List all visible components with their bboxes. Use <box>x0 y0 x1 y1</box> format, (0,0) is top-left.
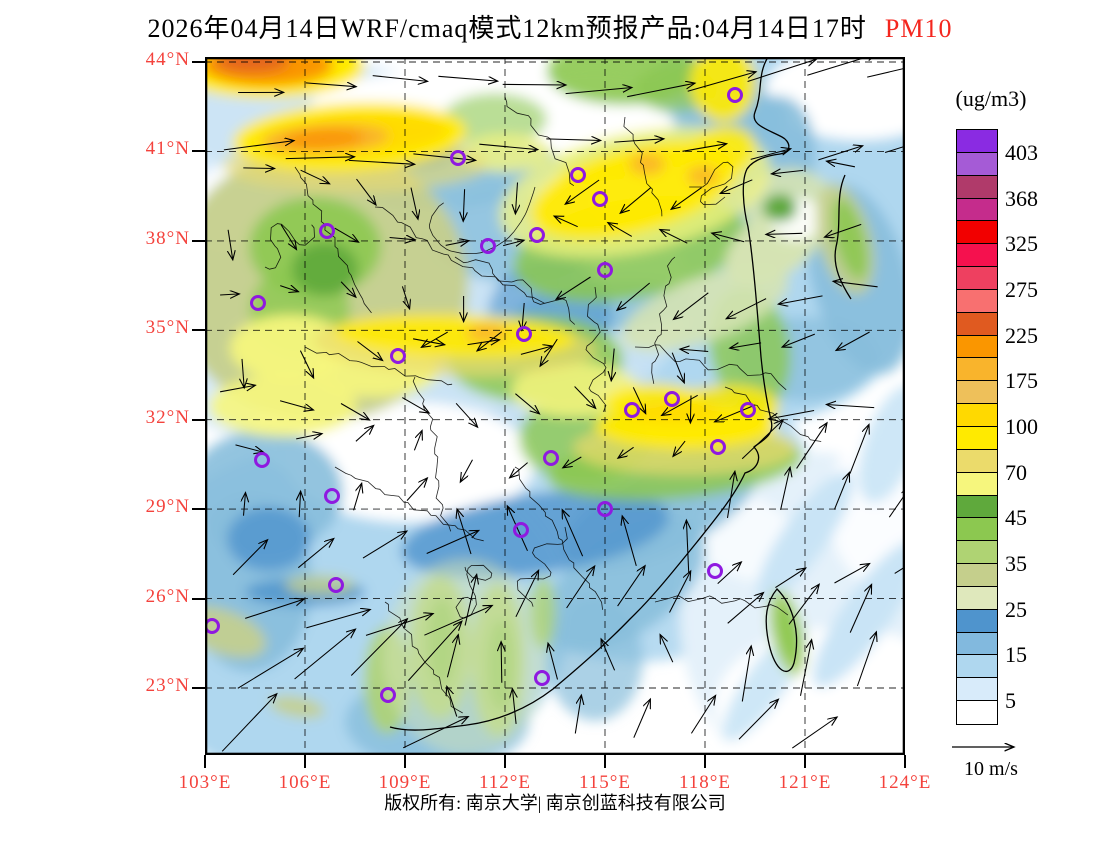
wind-scale-arrow-icon <box>952 736 1038 758</box>
legend-color-block <box>957 472 997 496</box>
y-axis-label: 32°N <box>145 406 190 428</box>
x-axis-label: 118°E <box>679 772 731 793</box>
legend-value-label: 35 <box>1005 551 1027 577</box>
x-axis-tick <box>404 755 406 768</box>
legend-value-label: 100 <box>1005 414 1038 439</box>
y-axis-tick <box>192 418 205 421</box>
page-title: 2026年04月14日WRF/cmaq模式12km预报产品:04月14日17时 P… <box>0 8 1100 45</box>
y-axis-label: 35°N <box>145 317 190 339</box>
wind-vectors <box>220 57 905 752</box>
legend-color-block <box>957 221 997 245</box>
x-axis-label: 106°E <box>278 772 332 793</box>
y-axis-label: 26°N <box>145 585 190 607</box>
color-scale-legend: (ug/m3) 403 368 325 275 225 175 100 70 45 35 25 15 5 <box>956 86 1038 725</box>
map-frame <box>204 56 906 756</box>
y-axis-label: 44°N <box>145 49 190 70</box>
x-axis-label: 112°E <box>479 772 531 793</box>
legend-value-label: 368 <box>1005 185 1038 211</box>
legend-color-block <box>957 541 997 565</box>
legend-color-block <box>957 152 997 176</box>
legend-value-label: 175 <box>1005 368 1038 394</box>
legend-color-block <box>957 678 997 702</box>
legend-color-block <box>957 130 997 153</box>
legend-color-block <box>957 358 997 382</box>
legend-color-block <box>957 426 997 450</box>
y-axis-tick <box>192 687 205 689</box>
x-axis-tick <box>504 755 506 768</box>
x-axis-label: 124°E <box>878 772 932 793</box>
x-axis-label: 115°E <box>579 772 631 793</box>
province-boundaries <box>264 96 822 714</box>
title-main: 2026年04月14日WRF/cmaq模式12km预报产品:04月14日17时 <box>147 14 867 43</box>
legend-color-block <box>957 518 997 542</box>
legend-color-block <box>957 495 997 519</box>
legend-color-block <box>957 267 997 290</box>
y-axis-label: 29°N <box>145 496 190 518</box>
legend-value-label: 45 <box>1005 505 1027 531</box>
x-axis-tick <box>304 755 306 768</box>
legend-value-label: 403 <box>1005 139 1038 165</box>
legend-value-label: 70 <box>1005 459 1027 485</box>
copyright-footer: 版权所有: 南京大学| 南京创蓝科技有限公司 <box>384 793 726 813</box>
x-axis-tick <box>204 755 206 768</box>
legend-color-block <box>957 404 997 427</box>
legend-color-block <box>957 381 997 405</box>
y-axis-tick <box>192 61 205 63</box>
legend-color-block <box>957 655 997 679</box>
legend-color-block <box>957 632 997 656</box>
legend-value-label: 5 <box>1005 688 1016 714</box>
y-axis-tick <box>192 508 205 511</box>
y-axis-label: 23°N <box>145 675 190 696</box>
legend-color-block <box>957 586 997 610</box>
legend-value-label: 25 <box>1005 596 1027 622</box>
legend-color-block <box>957 244 997 268</box>
x-axis-label: 121°E <box>778 772 832 793</box>
legend-color-block <box>957 289 997 313</box>
legend-color-block <box>957 312 997 336</box>
x-axis-label: 103°E <box>178 772 232 793</box>
legend-color-block <box>957 609 997 633</box>
wind-scale-label: 10 m/s <box>964 758 1018 780</box>
x-axis-tick <box>904 755 906 768</box>
y-axis-label: 38°N <box>145 227 190 249</box>
legend-value-label: 325 <box>1005 231 1038 257</box>
legend-value-label: 15 <box>1005 642 1027 668</box>
y-axis-tick <box>192 329 205 332</box>
x-axis-tick <box>804 755 806 768</box>
forecast-map <box>204 56 906 756</box>
legend-color-block <box>957 198 997 222</box>
legend-color-block <box>957 449 997 473</box>
legend-value-label: 225 <box>1005 322 1038 348</box>
pm10-field <box>205 57 905 755</box>
x-axis-label: 109°E <box>378 772 432 793</box>
y-axis-tick <box>192 150 205 153</box>
y-axis-label: 41°N <box>145 138 190 160</box>
title-pollutant: PM10 <box>884 14 953 43</box>
legend-color-block <box>957 335 997 359</box>
y-axis-tick <box>192 597 205 600</box>
x-axis-tick <box>704 755 706 768</box>
legend-color-block <box>957 701 997 724</box>
city-markers <box>204 87 756 703</box>
legend-color-block <box>957 175 997 199</box>
x-axis-tick <box>604 755 606 768</box>
legend-color-block <box>957 564 997 587</box>
legend-unit-label: (ug/m3) <box>955 86 1027 111</box>
y-axis-tick <box>192 239 205 242</box>
legend-value-label: 275 <box>1005 276 1038 302</box>
map-canvas <box>204 56 906 756</box>
